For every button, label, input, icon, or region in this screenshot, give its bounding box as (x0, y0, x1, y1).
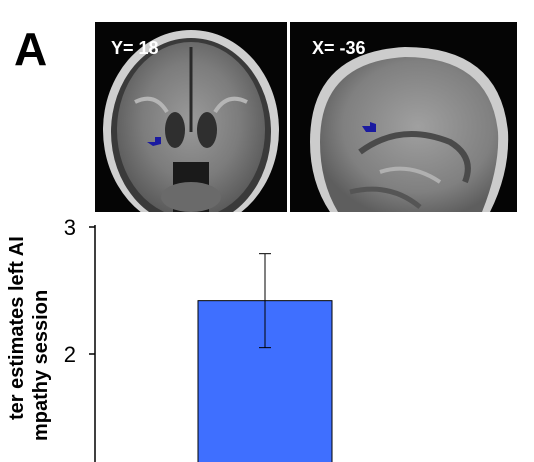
y-tick-label: 2 (64, 342, 76, 367)
roi-marker-sagittal (362, 122, 376, 132)
coronal-slice-label: Y= 18 (111, 38, 159, 58)
coronal-brain-image: Y= 18 (95, 22, 287, 212)
sagittal-slice-label: X= -36 (312, 38, 366, 58)
sagittal-brain-image: X= -36 (290, 22, 517, 212)
roi-marker-coronal (147, 137, 161, 146)
panel-letter: A (14, 23, 48, 75)
y-axis-label-line-1: ter estimates left AI (6, 236, 28, 420)
sagittal-brain-drawing (310, 47, 509, 212)
y-tick-label: 3 (64, 215, 76, 240)
y-axis-label-line-2: mpathy session (30, 290, 52, 442)
coronal-brain-drawing (103, 30, 279, 212)
